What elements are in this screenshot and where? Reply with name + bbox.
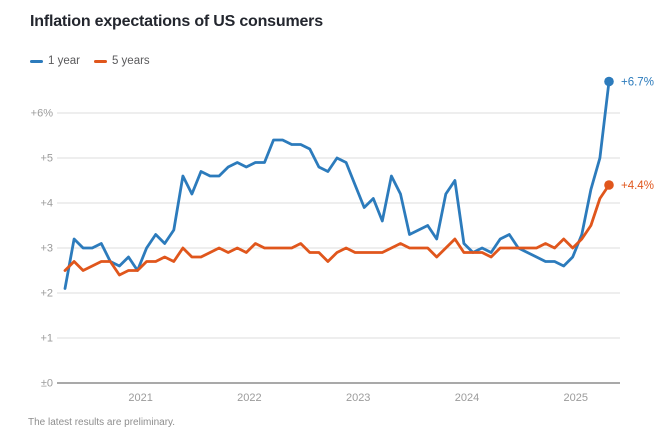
series-line-5-years [63,183,611,277]
legend-item-5-years: 5 years [93,55,150,67]
legend-label-5-years: 5 years [111,55,150,67]
x-axis-label: 2023 [346,392,370,404]
y-axis-label: +5 [40,153,53,165]
x-axis-label: 2024 [455,392,479,404]
legend-item-1-year: 1 year [30,55,80,67]
legend-swatch-1-year [30,59,43,63]
legend-swatch-5-years [93,59,107,63]
x-axis-label: 2025 [564,392,588,404]
end-dot-1-year [604,76,614,87]
y-axis-label: +3 [40,243,53,255]
y-axis-label: +6% [31,108,54,120]
legend: 1 year 5 years [30,55,150,67]
legend-label-1-year: 1 year [48,55,80,67]
y-axis-label: +4 [40,198,53,210]
end-value-label-1-year: +6.7% [621,77,654,89]
chart-title: Inflation expectations of US consumers [30,13,323,30]
x-axis-label: 2021 [128,392,152,404]
x-axis-label: 2022 [237,392,261,404]
y-axis-label: ±0 [41,378,53,390]
y-axis-label: +2 [40,288,53,300]
y-axis-label: +1 [40,333,53,345]
end-dot-5-years [604,180,614,190]
end-value-label-5-years: +4.4% [621,180,654,192]
footnote: The latest results are preliminary. [28,417,176,428]
